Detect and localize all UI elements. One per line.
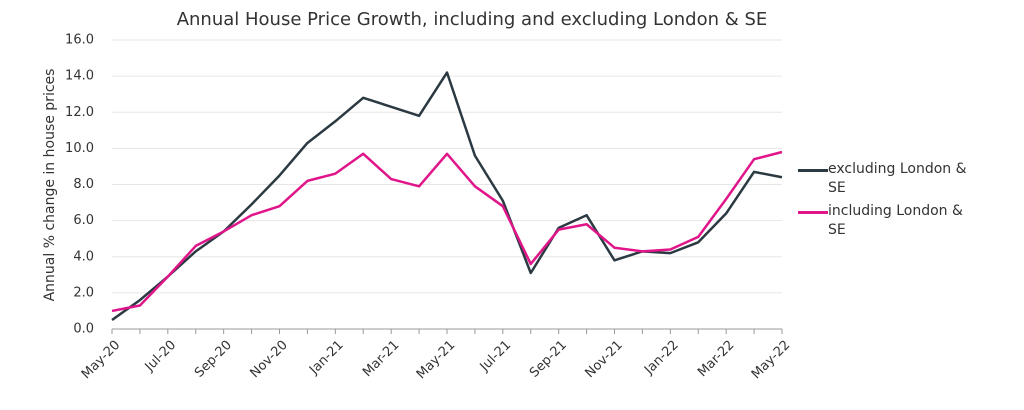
y-tick-label: 2.0 xyxy=(73,285,94,300)
legend-label: excluding London & SE xyxy=(828,161,967,196)
x-tick-label: May-21 xyxy=(414,338,458,382)
y-tick-label: 6.0 xyxy=(73,213,94,228)
chart-title: Annual House Price Growth, including and… xyxy=(177,9,768,30)
legend-entry: excluding London & SE xyxy=(798,160,998,198)
x-tick-label: Sep-21 xyxy=(527,338,570,381)
x-tick-label: Mar-21 xyxy=(360,338,402,380)
x-tick-label: Nov-20 xyxy=(247,338,290,381)
y-tick-label: 14.0 xyxy=(65,69,94,84)
y-tick-label: 0.0 xyxy=(73,322,94,337)
y-tick-label: 12.0 xyxy=(65,105,94,120)
series-line xyxy=(111,71,783,321)
x-tick-label: May-20 xyxy=(79,338,123,382)
series-line xyxy=(111,150,783,313)
x-tick-label: Jul-21 xyxy=(477,338,514,375)
x-tick-label: Jan-21 xyxy=(306,338,347,379)
x-tick-label: Jan-22 xyxy=(641,338,682,379)
x-tick-label: Mar-22 xyxy=(695,338,737,380)
legend-swatch xyxy=(798,169,828,172)
legend-label: including London & SE xyxy=(828,203,963,238)
legend-entry: including London & SE xyxy=(798,202,998,240)
x-tick-label: Jul-20 xyxy=(142,338,179,375)
x-tick-label: Nov-21 xyxy=(582,338,625,381)
y-axis-label: Annual % change in house prices xyxy=(42,69,58,302)
y-tick-label: 4.0 xyxy=(73,249,94,264)
legend: excluding London & SE including London & … xyxy=(798,160,998,244)
y-tick-label: 8.0 xyxy=(73,177,94,192)
x-tick-label: Sep-20 xyxy=(192,338,235,381)
y-tick-label: 10.0 xyxy=(65,141,94,156)
y-tick-label: 16.0 xyxy=(65,33,94,48)
legend-swatch xyxy=(798,211,828,214)
x-tick-label: May-22 xyxy=(749,338,793,382)
